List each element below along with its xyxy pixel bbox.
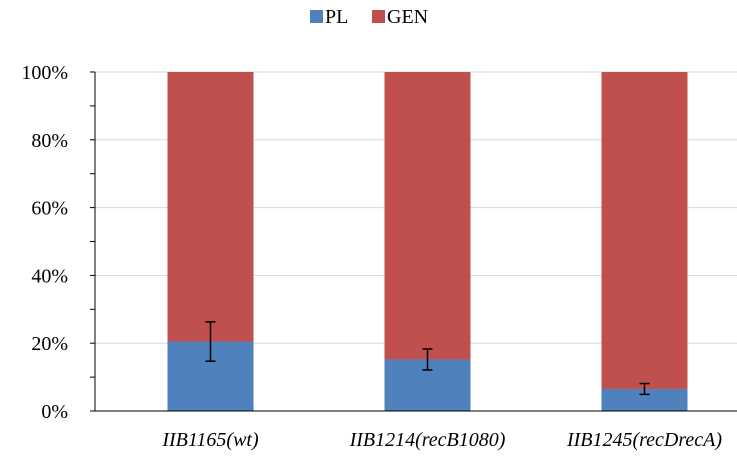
bar-gen	[167, 72, 254, 342]
legend-label: GEN	[387, 6, 428, 28]
legend-swatch-gen	[372, 10, 385, 23]
y-tick-label: 0%	[41, 401, 68, 423]
y-tick-label: 40%	[31, 265, 68, 287]
y-tick-label: 80%	[31, 130, 68, 152]
y-tick-label: 100%	[21, 62, 68, 84]
error-bars	[205, 321, 650, 396]
legend-swatch-pl	[310, 10, 323, 23]
bar-gen	[601, 72, 688, 389]
legend: PL GEN	[310, 6, 428, 28]
axes: 0% 20% 40% 60% 80% 100% IIB1165(wt) IIB1214(rec…	[21, 62, 737, 451]
bar-pl	[601, 388, 688, 411]
bars	[167, 72, 688, 411]
x-category-label: IIB1165(wt)	[161, 429, 259, 451]
bar-gen	[384, 72, 471, 360]
y-tick-label: 60%	[31, 198, 68, 220]
x-category-label: IIB1214(recB1080)	[349, 429, 506, 451]
y-tick-label: 20%	[31, 333, 68, 355]
x-category-label: IIB1245(recDrecA)	[566, 429, 722, 451]
legend-label: PL	[325, 6, 348, 28]
